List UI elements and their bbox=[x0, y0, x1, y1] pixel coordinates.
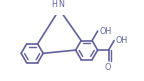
Text: N: N bbox=[59, 0, 65, 9]
Text: H: H bbox=[51, 0, 57, 9]
Text: O: O bbox=[105, 63, 111, 72]
Text: OH: OH bbox=[116, 36, 128, 45]
Text: OH: OH bbox=[99, 27, 111, 36]
